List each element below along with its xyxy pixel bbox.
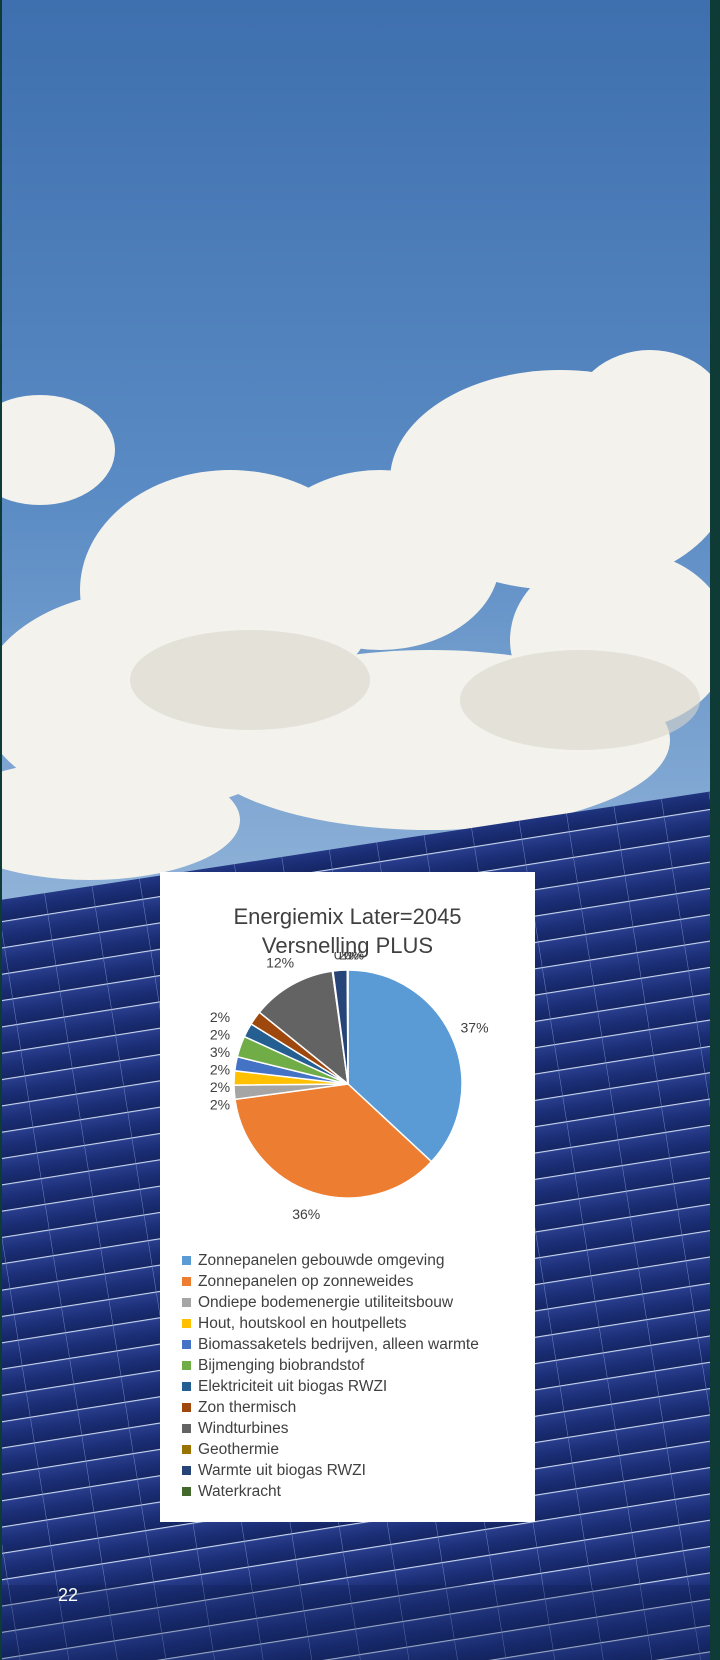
pie-chart: 37%36%2%2%2%3%2%2%12% 0%2%0% [210, 952, 489, 1222]
chart-card: Energiemix Later=2045 Versnelling PLUS 3… [160, 872, 535, 1522]
legend-item: Warmte uit biogas RWZI [182, 1460, 479, 1481]
pie-data-label: 0% [334, 952, 354, 963]
pie-data-label: 2% [210, 1027, 230, 1043]
legend-swatch [182, 1319, 191, 1328]
chart-title-line1: Energiemix Later=2045 [233, 904, 462, 929]
legend-item: Ondiepe bodemenergie utiliteitsbouw [182, 1292, 479, 1313]
legend-swatch [182, 1340, 191, 1349]
legend-label: Biomassaketels bedrijven, alleen warmte [198, 1335, 479, 1353]
pie-data-label: 36% [292, 1206, 320, 1222]
legend-label: Zonnepanelen op zonneweides [198, 1272, 414, 1290]
legend-swatch [182, 1256, 191, 1265]
pie-slice [346, 969, 349, 1085]
legend-swatch [182, 1298, 191, 1307]
legend-label: Zon thermisch [198, 1398, 297, 1416]
page-border-right [710, 0, 720, 1660]
legend-label: Warmte uit biogas RWZI [198, 1461, 366, 1479]
legend-swatch [182, 1466, 191, 1475]
legend-item: Biomassaketels bedrijven, alleen warmte [182, 1334, 479, 1355]
legend-label: Bijmenging biobrandstof [198, 1356, 365, 1374]
chart-legend: Zonnepanelen gebouwde omgeving Zonnepanel… [182, 1250, 479, 1502]
legend-label: Windturbines [198, 1419, 289, 1437]
legend-item: Zonnepanelen gebouwde omgeving [182, 1250, 479, 1271]
pie-data-label: 0% [344, 952, 364, 963]
page-border-left [0, 0, 2, 1660]
pie-slice [234, 1083, 433, 1199]
pie-data-label: 2% [210, 1097, 230, 1113]
legend-item: Zon thermisch [182, 1397, 479, 1418]
legend-item: Windturbines [182, 1418, 479, 1439]
legend-swatch [182, 1445, 191, 1454]
legend-item: Geothermie [182, 1439, 479, 1460]
legend-label: Zonnepanelen gebouwde omgeving [198, 1251, 445, 1269]
legend-label: Elektriciteit uit biogas RWZI [198, 1377, 388, 1395]
pie-data-label: 2% [210, 1079, 230, 1095]
pie-data-label: 2% [210, 1009, 230, 1025]
legend-swatch [182, 1424, 191, 1433]
legend-swatch [182, 1277, 191, 1286]
pie-data-label: 37% [461, 1020, 489, 1036]
pie-slice [258, 970, 350, 1086]
legend-item: Waterkracht [182, 1481, 479, 1502]
pie-data-label: 2% [210, 1062, 230, 1078]
legend-label: Ondiepe bodemenergie utiliteitsbouw [198, 1293, 454, 1311]
legend-label: Waterkracht [198, 1482, 281, 1500]
legend-label: Hout, houtskool en houtpellets [198, 1314, 407, 1332]
legend-item: Hout, houtskool en houtpellets [182, 1313, 479, 1334]
page-number: 22 [58, 1585, 79, 1605]
legend-swatch [182, 1403, 191, 1412]
chart-title-line2: Versnelling PLUS [261, 933, 434, 958]
pie-data-label: 2% [339, 952, 359, 963]
legend-swatch [182, 1487, 191, 1496]
legend-item: Zonnepanelen op zonneweides [182, 1271, 479, 1292]
pie-data-label: 3% [210, 1044, 230, 1060]
legend-label: Geothermie [198, 1440, 279, 1458]
legend-swatch [182, 1382, 191, 1391]
pie-slice [347, 969, 463, 1163]
legend-item: Bijmenging biobrandstof [182, 1355, 479, 1376]
legend-swatch [182, 1361, 191, 1370]
pie-data-label: 12% [266, 955, 294, 971]
legend-item: Elektriciteit uit biogas RWZI [182, 1376, 479, 1397]
